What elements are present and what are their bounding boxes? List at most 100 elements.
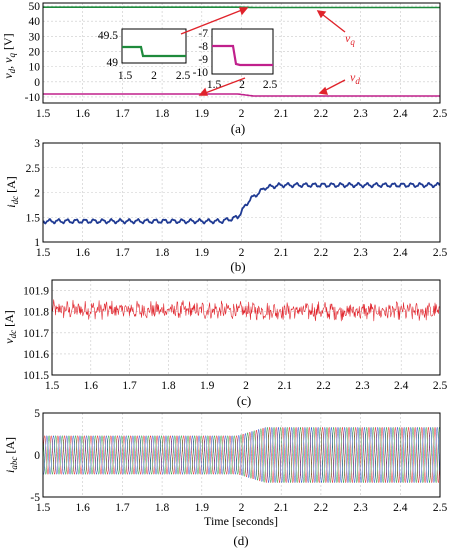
x-tick-label: 2.2 (314, 108, 329, 120)
y-tick-label: 0 (34, 77, 40, 89)
ticks: 1.5 1.6 1.7 1.8 1.9 2 2.1 2.2 2.3 2.4 2.5 101.5 101.… (23, 286, 447, 392)
x-tick-label: 2.2 (314, 247, 329, 259)
arrow-head (318, 86, 329, 95)
x-tick-label: 1.7 (122, 380, 137, 392)
y-tick-label: 101.8 (23, 307, 49, 319)
inset-y-tick: -8 (198, 41, 208, 53)
y-tick-label: 20 (29, 46, 41, 58)
y-tick-label: 101.5 (23, 370, 49, 382)
inset-y-tick: 49.5 (98, 30, 118, 42)
x-tick-label: 1.5 (36, 502, 51, 514)
x-tick-label: 1.6 (76, 247, 91, 259)
y-axis-title: vd, vq [V] (1, 33, 17, 78)
x-tick-label: 2.4 (393, 108, 408, 120)
grid (43, 142, 440, 243)
ticks: 1.5 1.6 1.7 1.8 1.9 2 2.1 2.2 2.3 2.4 2.5-10010203… (25, 1, 448, 120)
y-tick-label: 101.9 (23, 286, 49, 298)
x-tick-label: 1.6 (84, 380, 99, 392)
panel-b: 1.5 1.6 1.7 1.8 1.9 2 2.1 2.2 2.3 2.4 2.511.522.53… (4, 138, 447, 274)
inset-vq: 49.5 49 1.5 2 2.5 (98, 28, 191, 82)
x-tick-label: 1.9 (200, 380, 215, 392)
y-tick-label: 2 (34, 188, 40, 200)
x-tick-label: 2.2 (314, 502, 329, 514)
series-vd-line (43, 93, 440, 97)
inset-x-tick: 2 (151, 70, 157, 82)
y-tick-label: 50 (29, 1, 41, 13)
y-tick-label: 1 (34, 237, 40, 249)
x-tick-label: 2.3 (353, 502, 368, 514)
arrow-line (199, 77, 246, 96)
x-tick-label: 2 (239, 108, 245, 120)
x-tick-label: 2.1 (274, 502, 289, 514)
y-tick-label: 40 (29, 16, 41, 28)
x-tick-label: 2.4 (394, 380, 409, 392)
x-tick-label: 1.5 (36, 108, 51, 120)
x-tick-label: 1.7 (115, 108, 130, 120)
x-tick-label: 1.7 (115, 502, 130, 514)
series-idc-line (42, 181, 441, 225)
y-tick-label: 1.5 (26, 212, 41, 224)
inset-x-tick: 2 (239, 79, 245, 91)
inset-x-tick: 1.5 (118, 70, 133, 82)
series-vdc-line (51, 299, 440, 322)
inset-y-tick: -7 (198, 28, 208, 40)
x-tick-label: 2 (239, 247, 245, 259)
x-tick-label: 1.9 (195, 502, 210, 514)
y-tick-label: 3 (34, 138, 40, 150)
arrow-head (316, 10, 327, 19)
y-tick-label: 101.7 (23, 328, 49, 340)
x-tick-label: 2 (243, 380, 249, 392)
panel-label-b: (b) (230, 259, 245, 274)
axes-box (51, 279, 441, 376)
x-tick-label: 2.2 (316, 380, 331, 392)
y-tick-label: 0 (34, 450, 40, 462)
x-tick-label: 2.4 (393, 247, 408, 259)
inset-vd-line (212, 44, 273, 67)
x-tick-label: 1.8 (155, 108, 170, 120)
x-tick-label: 1.8 (155, 502, 170, 514)
y-tick-label: 10 (29, 62, 41, 74)
panel-a: 1.5 1.6 1.7 1.8 1.9 2 2.1 2.2 2.3 2.4 2.5-10010203… (1, 1, 447, 136)
x-tick-label: 2.3 (355, 380, 370, 392)
x-tick-label: 1.9 (195, 247, 210, 259)
x-tick-label: 2.5 (433, 108, 448, 120)
x-tick-label: 2.5 (433, 247, 448, 259)
arrow-head (239, 7, 249, 16)
axes-box (42, 2, 441, 104)
panel-label-c: (c) (237, 393, 251, 408)
axes-box (42, 412, 441, 498)
inset-x-tick: 2.5 (176, 70, 191, 82)
x-tick-label: 2.4 (393, 502, 408, 514)
y-tick-label: -10 (25, 92, 41, 104)
x-tick-label: 2.1 (278, 380, 293, 392)
y-axis-title: idc [A] (4, 176, 20, 208)
panel-c: 1.5 1.6 1.7 1.8 1.9 2 2.1 2.2 2.3 2.4 2.5 101.5 101.… (2, 279, 447, 408)
panel-d: 1.5 1.6 1.7 1.8 1.9 2 2.1 2.2 2.3 2.4 2.5 -5 0 5 iabc… (3, 408, 447, 548)
ticks: 1.5 1.6 1.7 1.8 1.9 2 2.1 2.2 2.3 2.4 2.511.522.53 (26, 138, 448, 259)
x-tick-label: 2.1 (274, 247, 289, 259)
x-tick-label: 2.3 (353, 108, 368, 120)
inset-vd: -7 -8 -9 -10 1.5 2 2.5 (193, 28, 278, 91)
arrow-line (180, 7, 248, 35)
y-tick-label: 2.5 (26, 163, 41, 175)
grid (52, 280, 440, 376)
series-phase-b-line (42, 427, 441, 483)
x-axis-title: Time [seconds] (204, 514, 278, 528)
series (51, 299, 440, 322)
series-phase-a-line (42, 427, 441, 483)
x-tick-label: 2.5 (433, 502, 448, 514)
axes-box (42, 142, 441, 243)
series (43, 6, 440, 97)
x-tick-label: 1.9 (195, 108, 210, 120)
y-tick-label: -5 (30, 492, 40, 504)
x-tick-label: 2.1 (274, 108, 289, 120)
x-tick-label: 1.5 (36, 247, 51, 259)
inset-frame (211, 28, 274, 75)
x-tick-label: 1.5 (45, 380, 60, 392)
y-axis-title: iabc [A] (3, 437, 19, 473)
vq-label: vq (345, 31, 355, 47)
y-tick-label: 5 (34, 408, 40, 420)
inset-vq-line (122, 45, 186, 58)
x-tick-label: 1.8 (155, 247, 170, 259)
inset-x-tick: 2.5 (263, 79, 278, 91)
